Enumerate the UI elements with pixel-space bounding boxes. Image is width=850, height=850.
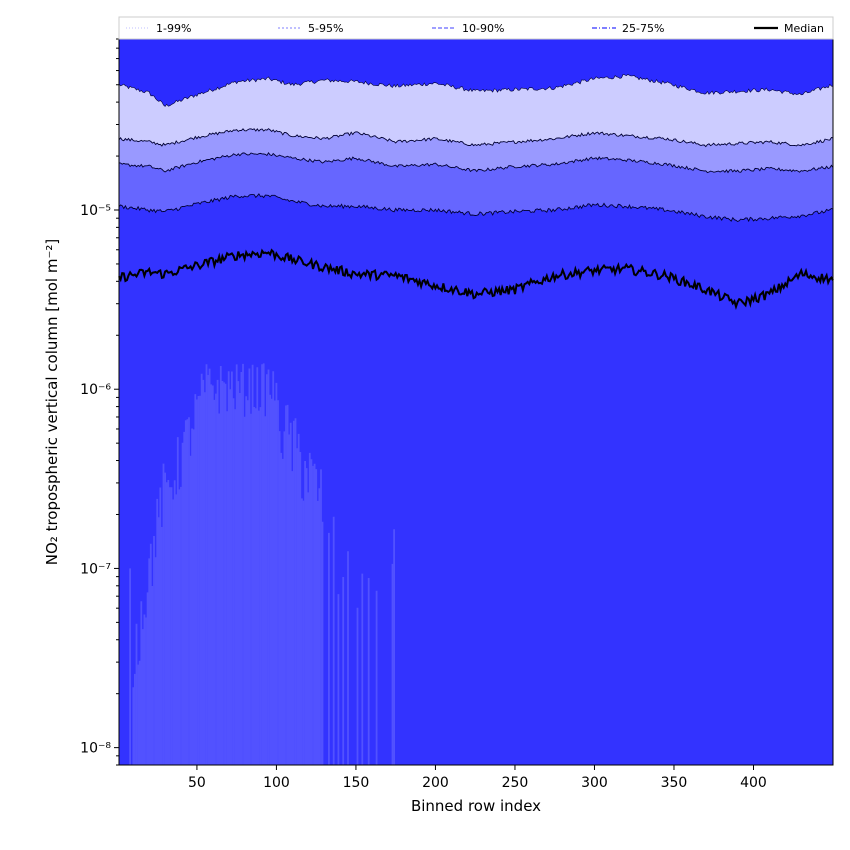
x-tick-label: 150 [343, 775, 370, 791]
x-tick-label: 200 [422, 775, 449, 791]
line-10-90% [118, 151, 834, 174]
line-25-75% [118, 193, 834, 223]
x-tick-label: 400 [740, 775, 767, 791]
x-tick-label: 250 [502, 775, 529, 791]
legend-label: 1-99% [156, 22, 191, 35]
legend-label: 25-75% [622, 22, 664, 35]
plot-area [118, 38, 834, 766]
x-tick-label: 100 [263, 775, 290, 791]
low-tail-spikes [129, 363, 396, 765]
x-axis: 50 100 150 200 250 300 350 400 [188, 765, 767, 791]
y-axis: 10⁻⁸ 10⁻⁷ 10⁻⁶ 10⁻⁵ [80, 38, 119, 766]
x-tick-label: 50 [188, 775, 206, 791]
legend-label: 5-95% [308, 22, 343, 35]
legend: 1-99% 5-95% 10-90% 25-75% Median [118, 16, 834, 40]
y-tick-label: 10⁻⁵ [80, 203, 111, 219]
y-tick-label: 10⁻⁷ [80, 561, 111, 577]
line-5-95% [118, 128, 834, 148]
y-tick-label: 10⁻⁸ [80, 741, 111, 757]
legend-label: 10-90% [462, 22, 504, 35]
legend-label: Median [784, 22, 824, 35]
low-tail-region [129, 363, 396, 765]
line-Median [118, 248, 834, 311]
legend-box [118, 16, 834, 40]
series-lines [118, 74, 834, 311]
x-axis-label: Binned row index [411, 797, 541, 815]
line-1-99% [118, 74, 834, 107]
x-tick-label: 300 [581, 775, 608, 791]
y-tick-label: 10⁻⁶ [80, 382, 111, 398]
y-axis-label: NO₂ tropospheric vertical column [mol m⁻… [43, 239, 61, 565]
x-tick-label: 350 [661, 775, 688, 791]
